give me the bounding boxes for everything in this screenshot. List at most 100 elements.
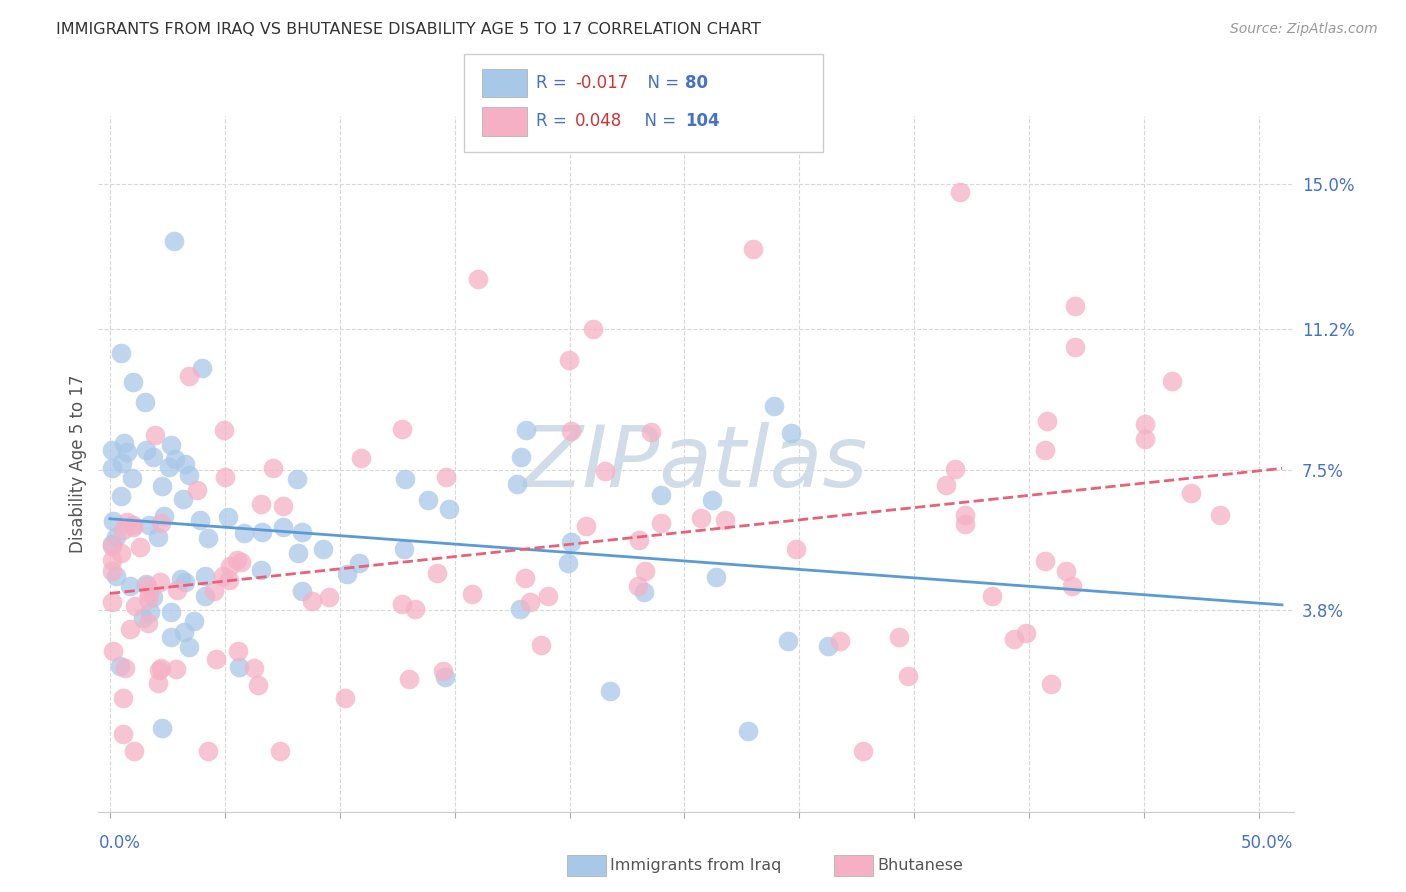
Point [285,472,308,486]
Text: IMMIGRANTS FROM IRAQ VS BHUTANESE DISABILITY AGE 5 TO 17 CORRELATION CHART: IMMIGRANTS FROM IRAQ VS BHUTANESE DISABI… [56,22,761,37]
Point [165,662,187,676]
Point [1036,414,1059,428]
Point [122,520,145,534]
Point [150,479,173,493]
Point [110,546,132,560]
Point [149,516,172,531]
Point [159,438,181,452]
Point [212,423,235,437]
Point [1040,677,1063,691]
Point [778,633,800,648]
Point [817,639,839,653]
Point [628,533,651,547]
Point [166,582,188,597]
Point [139,606,162,620]
Point [122,518,145,533]
Point [104,530,127,544]
Point [250,497,273,511]
Point [897,668,920,682]
Point [1033,554,1056,568]
Point [593,464,616,478]
Point [194,589,217,603]
Point [953,516,976,531]
Point [779,425,801,440]
Text: N =: N = [634,112,682,130]
Text: 104: 104 [685,112,720,130]
Point [1062,579,1084,593]
Point [148,664,170,678]
Point [134,395,156,409]
Point [186,483,208,498]
Point [242,661,264,675]
Point [110,456,132,470]
Point [197,744,219,758]
Point [135,577,157,591]
Point [953,508,976,522]
Point [177,467,200,482]
Point [426,566,449,580]
Point [197,531,219,545]
Point [271,499,294,513]
Point [262,461,284,475]
Point [205,652,228,666]
Point [599,684,621,698]
Point [336,567,359,582]
Point [287,546,309,560]
Point [121,471,143,485]
Point [163,451,186,466]
Point [101,515,124,529]
Text: -0.017: -0.017 [575,74,628,92]
Point [177,368,200,383]
Point [233,526,256,541]
Point [633,585,655,599]
Text: R =: R = [536,112,572,130]
Point [103,644,125,658]
Point [117,515,139,529]
Point [640,425,662,439]
Point [416,493,439,508]
Point [146,530,169,544]
Point [136,579,159,593]
Point [218,574,240,588]
Point [160,605,183,619]
Point [111,726,134,740]
Point [120,580,142,594]
Point [1015,625,1038,640]
Point [537,589,560,603]
Point [132,611,155,625]
Text: 0.048: 0.048 [575,112,623,130]
Point [762,399,785,413]
Point [173,625,195,640]
Point [560,424,582,438]
Point [742,242,765,256]
Point [250,563,273,577]
Point [136,592,159,607]
Point [183,614,205,628]
Point [333,690,356,705]
Point [1135,417,1157,431]
Point [101,552,124,566]
Point [706,570,728,584]
Point [129,540,152,554]
Point [1209,508,1232,523]
Point [1064,299,1087,313]
Point [519,594,541,608]
Point [558,353,581,368]
Point [312,541,335,556]
Point [560,534,582,549]
Point [509,601,531,615]
Text: Source: ZipAtlas.com: Source: ZipAtlas.com [1230,22,1378,37]
Point [101,537,124,551]
Point [1064,340,1087,354]
Point [634,564,657,578]
Point [394,472,416,486]
Point [246,678,269,692]
Point [188,513,211,527]
Text: 50.0%: 50.0% [1241,834,1294,852]
Point [138,517,160,532]
Point [101,594,124,608]
Point [110,346,132,360]
Point [301,594,323,608]
Point [935,478,957,492]
Point [170,572,193,586]
